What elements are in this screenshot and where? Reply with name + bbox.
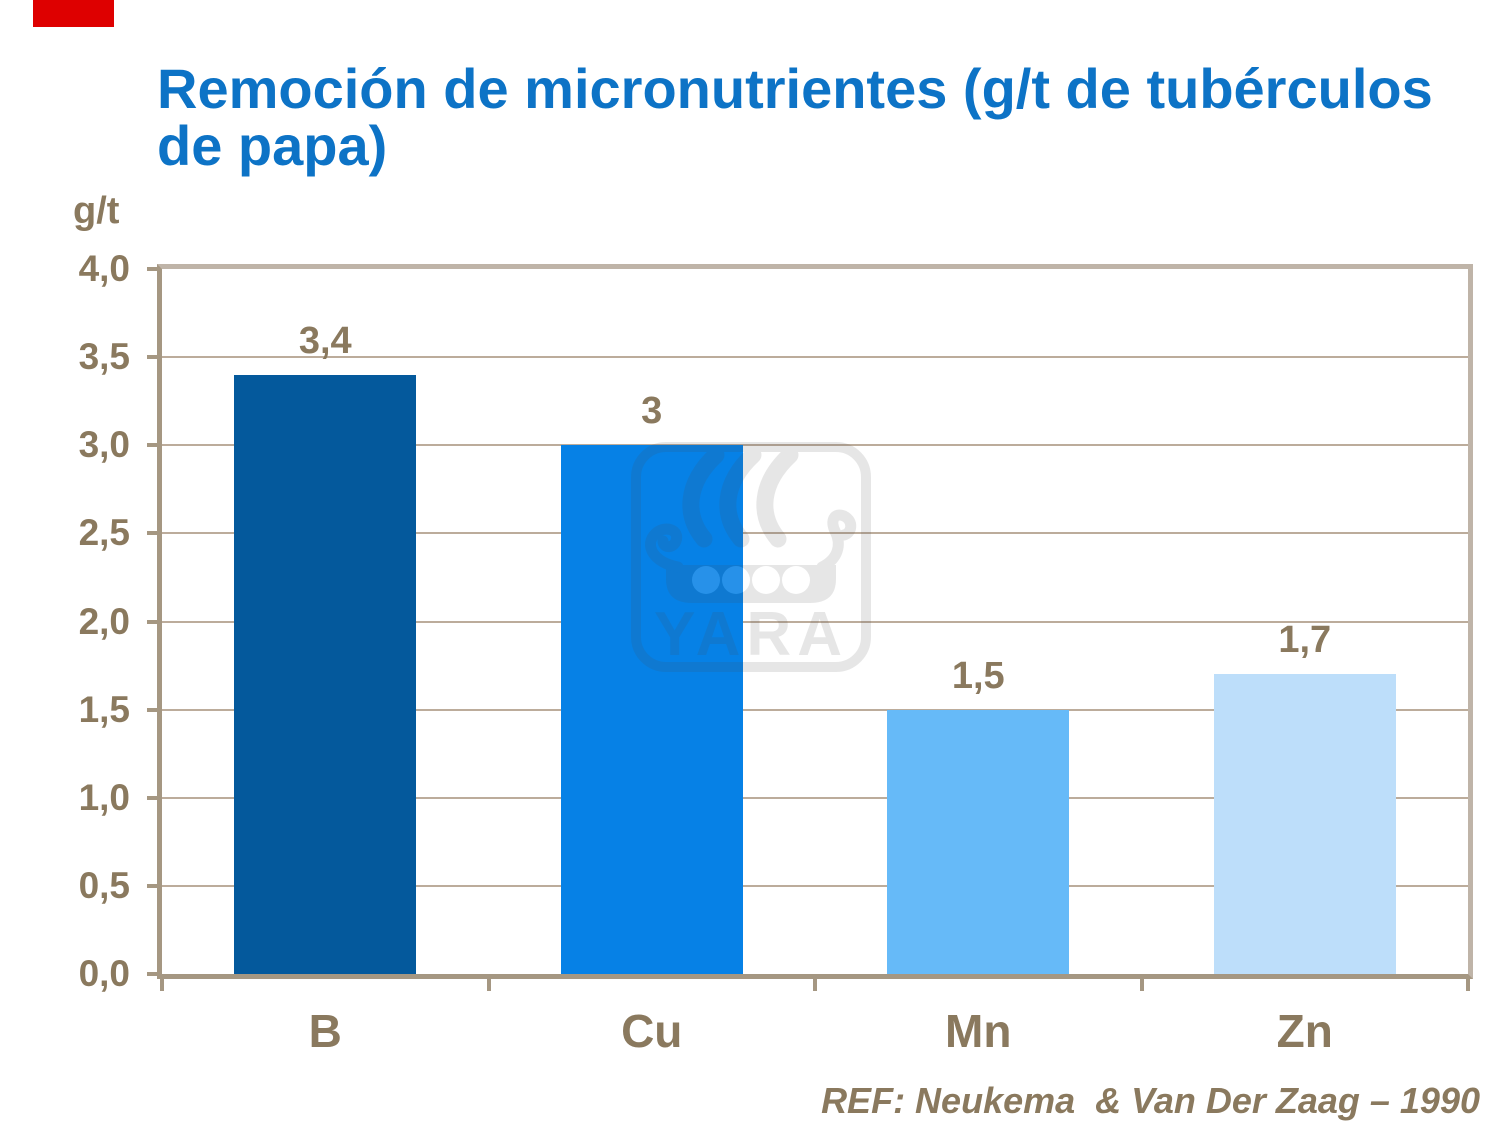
x-axis-tick-mark	[160, 979, 164, 991]
y-axis-tick-label: 2,0	[78, 600, 130, 642]
y-axis-tick-mark	[147, 707, 157, 712]
y-axis-tick-label: 3,0	[78, 424, 130, 466]
gridline	[162, 444, 1468, 447]
chart-title: Remoción de micronutrientes (g/t de tubé…	[157, 60, 1477, 174]
y-axis-tick-mark	[147, 355, 157, 360]
watermark-wordmark: YARA	[654, 600, 848, 669]
reference-citation: REF: Neukema & Van Der Zaag – 1990	[821, 1080, 1480, 1121]
category-label: B	[308, 1005, 342, 1057]
x-axis-tick-mark	[1466, 979, 1470, 991]
y-axis-tick-label: 1,5	[78, 688, 130, 730]
watermark-border	[631, 442, 871, 672]
prow-head-right	[816, 509, 857, 573]
bar-value-label: 3	[641, 390, 663, 433]
chart-title-line2: de papa)	[157, 114, 388, 177]
y-axis-tick-mark	[147, 972, 157, 976]
x-axis-tick-mark	[813, 979, 817, 991]
bar-Cu	[560, 445, 743, 974]
category-label: Cu	[621, 1005, 683, 1057]
y-axis-tick-mark	[147, 619, 157, 624]
y-axis-tick-label: 0,0	[78, 953, 130, 994]
ship-hull	[666, 565, 836, 603]
y-axis-tick-mark	[147, 531, 157, 536]
red-accent-block	[33, 0, 114, 27]
shield-circle	[752, 566, 780, 594]
gridline	[162, 532, 1468, 535]
sail-arc-icon	[719, 446, 762, 548]
y-axis-tick-label: 2,5	[78, 512, 130, 554]
bar-value-label: 1,7	[1278, 619, 1332, 662]
bar-Mn	[887, 709, 1070, 974]
yara-logo-watermark: YARA	[631, 442, 871, 672]
y-axis-tick-mark	[147, 795, 157, 800]
category-label: Mn	[945, 1005, 1012, 1057]
y-axis-tick-mark	[147, 883, 157, 888]
y-axis-tick-mark	[147, 443, 157, 448]
prow-head-left	[645, 523, 684, 573]
y-axis-unit-label: g/t	[73, 190, 120, 232]
gridline	[162, 884, 1468, 887]
sail-arc-icon	[682, 446, 725, 548]
y-axis-tick-label: 3,5	[78, 336, 130, 378]
y-axis-tick-label: 0,5	[78, 864, 130, 906]
y-axis-tick-label: 1,0	[78, 776, 130, 818]
gridline	[162, 356, 1468, 359]
x-axis-tick-mark	[1139, 979, 1144, 991]
y-axis-tick-mark	[147, 267, 157, 271]
bar-value-label: 3,4	[298, 319, 352, 362]
bar-B	[234, 374, 417, 974]
gridline	[162, 620, 1468, 623]
shield-circle	[692, 566, 720, 594]
y-axis-tick-label: 4,0	[78, 248, 130, 289]
bar-value-label: 1,5	[951, 654, 1005, 697]
gridline	[162, 796, 1468, 799]
bar-Zn	[1213, 674, 1396, 974]
shield-circle	[722, 566, 750, 594]
x-axis-tick-mark	[486, 979, 491, 991]
category-label: Zn	[1276, 1005, 1333, 1057]
gridline	[162, 708, 1468, 711]
shield-circle	[782, 566, 810, 594]
chart-title-line1: Remoción de micronutrientes (g/t de tubé…	[157, 57, 1433, 120]
sail-arc-icon	[756, 446, 799, 548]
viking-ship-icon	[645, 446, 857, 603]
